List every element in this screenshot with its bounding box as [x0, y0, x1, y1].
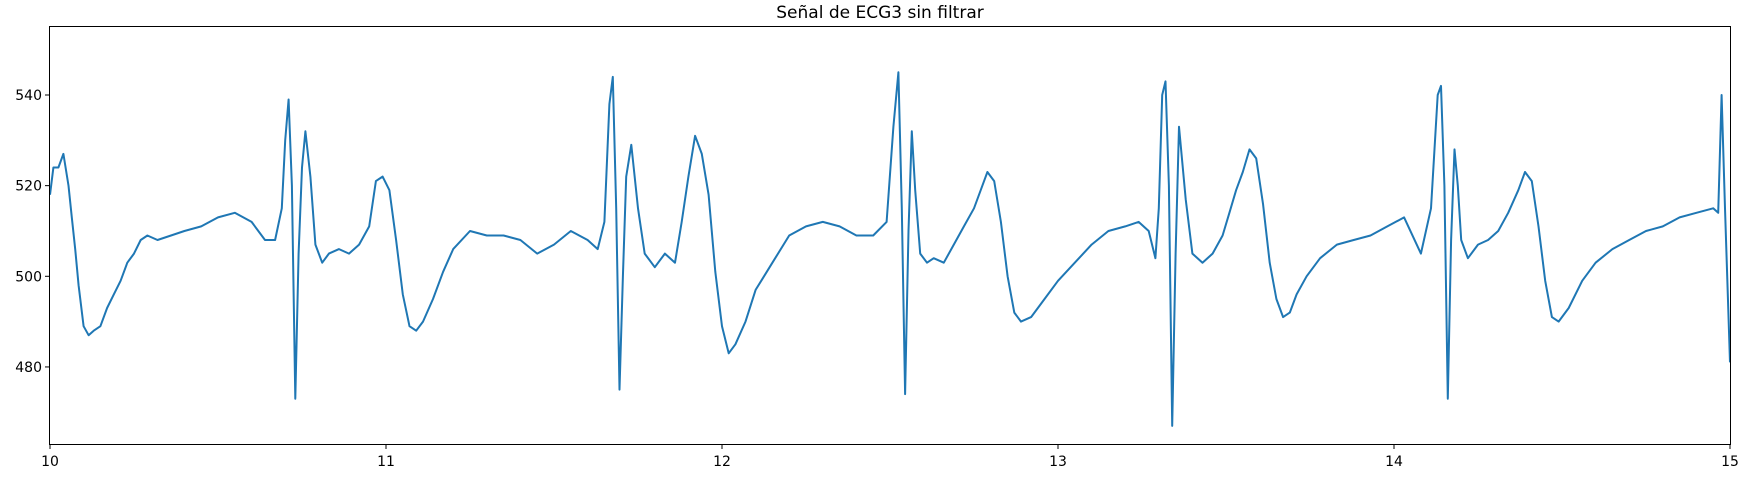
chart-title: Señal de ECG3 sin filtrar	[776, 3, 983, 23]
plot-area	[49, 71, 1731, 427]
y-tick-label: 520	[15, 179, 42, 195]
x-tick-label: 12	[713, 454, 731, 470]
axes-frame	[49, 26, 1731, 445]
series-line-0	[49, 71, 1731, 427]
x-tick-label: 11	[377, 454, 395, 470]
y-tick-label: 500	[15, 269, 42, 285]
x-axis: 10 11 12 13 14 15	[41, 444, 1739, 470]
x-tick-label: 15	[1721, 454, 1739, 470]
y-axis: 480 500 520 540	[15, 88, 50, 376]
x-tick-label: 13	[1049, 454, 1067, 470]
y-tick-label: 540	[15, 88, 42, 104]
x-tick-label: 10	[41, 454, 59, 470]
x-tick-label: 14	[1385, 454, 1403, 470]
y-tick-label: 480	[15, 360, 42, 376]
